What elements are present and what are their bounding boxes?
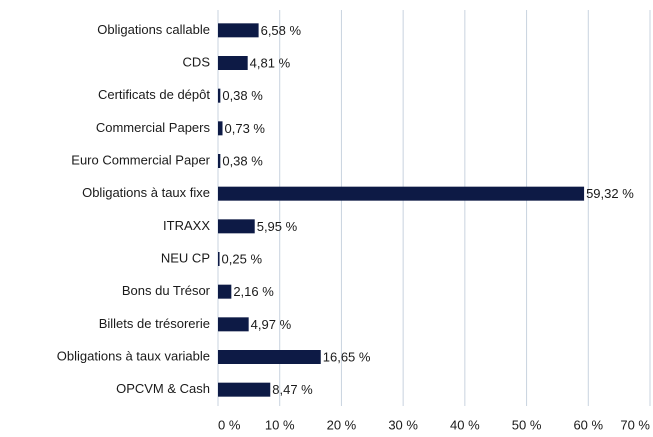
x-tick-label: 70 % bbox=[620, 417, 650, 432]
bar bbox=[218, 219, 255, 234]
value-label: 0,25 % bbox=[222, 251, 263, 266]
y-tick-label: Certificats de dépôt bbox=[98, 87, 210, 102]
value-label: 4,81 % bbox=[250, 55, 291, 70]
x-tick-label: 30 % bbox=[388, 417, 418, 432]
value-label: 0,38 % bbox=[222, 88, 263, 103]
bar bbox=[218, 186, 585, 201]
value-label: 8,47 % bbox=[272, 382, 313, 397]
x-tick-label: 50 % bbox=[512, 417, 542, 432]
x-tick-label: 40 % bbox=[450, 417, 480, 432]
y-tick-label: Commercial Papers bbox=[96, 120, 211, 135]
x-tick-label: 60 % bbox=[573, 417, 603, 432]
bar bbox=[218, 252, 220, 266]
bar bbox=[218, 56, 248, 70]
bar bbox=[218, 23, 259, 38]
bar bbox=[218, 284, 232, 299]
value-label: 6,58 % bbox=[261, 23, 302, 38]
y-tick-label: CDS bbox=[183, 54, 211, 69]
y-tick-label: Bons du Trésor bbox=[122, 283, 211, 298]
y-tick-label: Obligations à taux variable bbox=[57, 348, 210, 363]
y-tick-label: Obligations à taux fixe bbox=[82, 185, 210, 200]
y-tick-label: Billets de trésorerie bbox=[99, 316, 210, 331]
y-tick-label: ITRAXX bbox=[163, 218, 210, 233]
y-tick-label: Euro Commercial Paper bbox=[71, 152, 210, 167]
value-label: 5,95 % bbox=[257, 219, 298, 234]
x-tick-label: 20 % bbox=[327, 417, 357, 432]
y-tick-label: NEU CP bbox=[161, 250, 210, 265]
value-label: 59,32 % bbox=[586, 186, 634, 201]
x-tick-label: 10 % bbox=[265, 417, 295, 432]
bar bbox=[218, 88, 221, 103]
y-tick-label: Obligations callable bbox=[97, 22, 210, 37]
bar bbox=[218, 121, 223, 136]
value-label: 16,65 % bbox=[323, 349, 371, 364]
value-label: 0,73 % bbox=[225, 121, 266, 136]
value-label: 4,97 % bbox=[251, 317, 292, 332]
bar bbox=[218, 317, 249, 332]
y-tick-label: OPCVM & Cash bbox=[116, 381, 210, 396]
value-label: 0,38 % bbox=[222, 153, 263, 168]
value-label: 2,16 % bbox=[233, 284, 274, 299]
bar bbox=[218, 350, 321, 364]
x-tick-label: 0 % bbox=[218, 417, 241, 432]
bar bbox=[218, 382, 271, 397]
bar bbox=[218, 154, 221, 168]
